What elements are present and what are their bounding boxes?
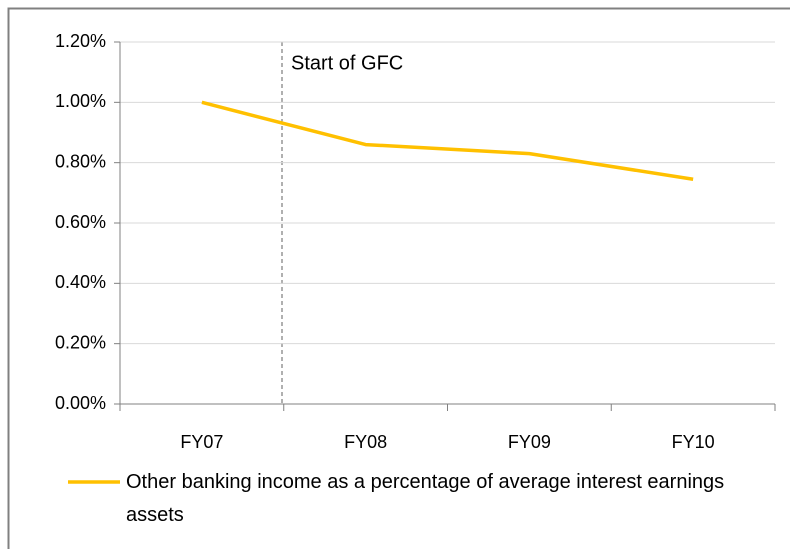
x-tick-label: FY10 [672, 432, 715, 452]
y-tick-label: 0.40% [55, 272, 106, 292]
legend-label: Other banking income as a percentage of … [126, 471, 725, 526]
x-tick-label: FY08 [344, 432, 387, 452]
frame [7, 7, 790, 549]
y-tick-label: 0.20% [55, 332, 106, 352]
y-tick-label: 0.60% [55, 212, 106, 232]
y-tick-label: 1.00% [55, 91, 106, 111]
x-tick-label: FY07 [180, 432, 223, 452]
y-tick-label: 0.00% [55, 393, 106, 413]
y-tick-label: 0.80% [55, 151, 106, 171]
y-tick-label: 1.20% [55, 31, 106, 51]
x-tick-label: FY09 [508, 432, 551, 452]
annotation: Start of GFC [291, 52, 403, 74]
series-line [201, 100, 694, 181]
